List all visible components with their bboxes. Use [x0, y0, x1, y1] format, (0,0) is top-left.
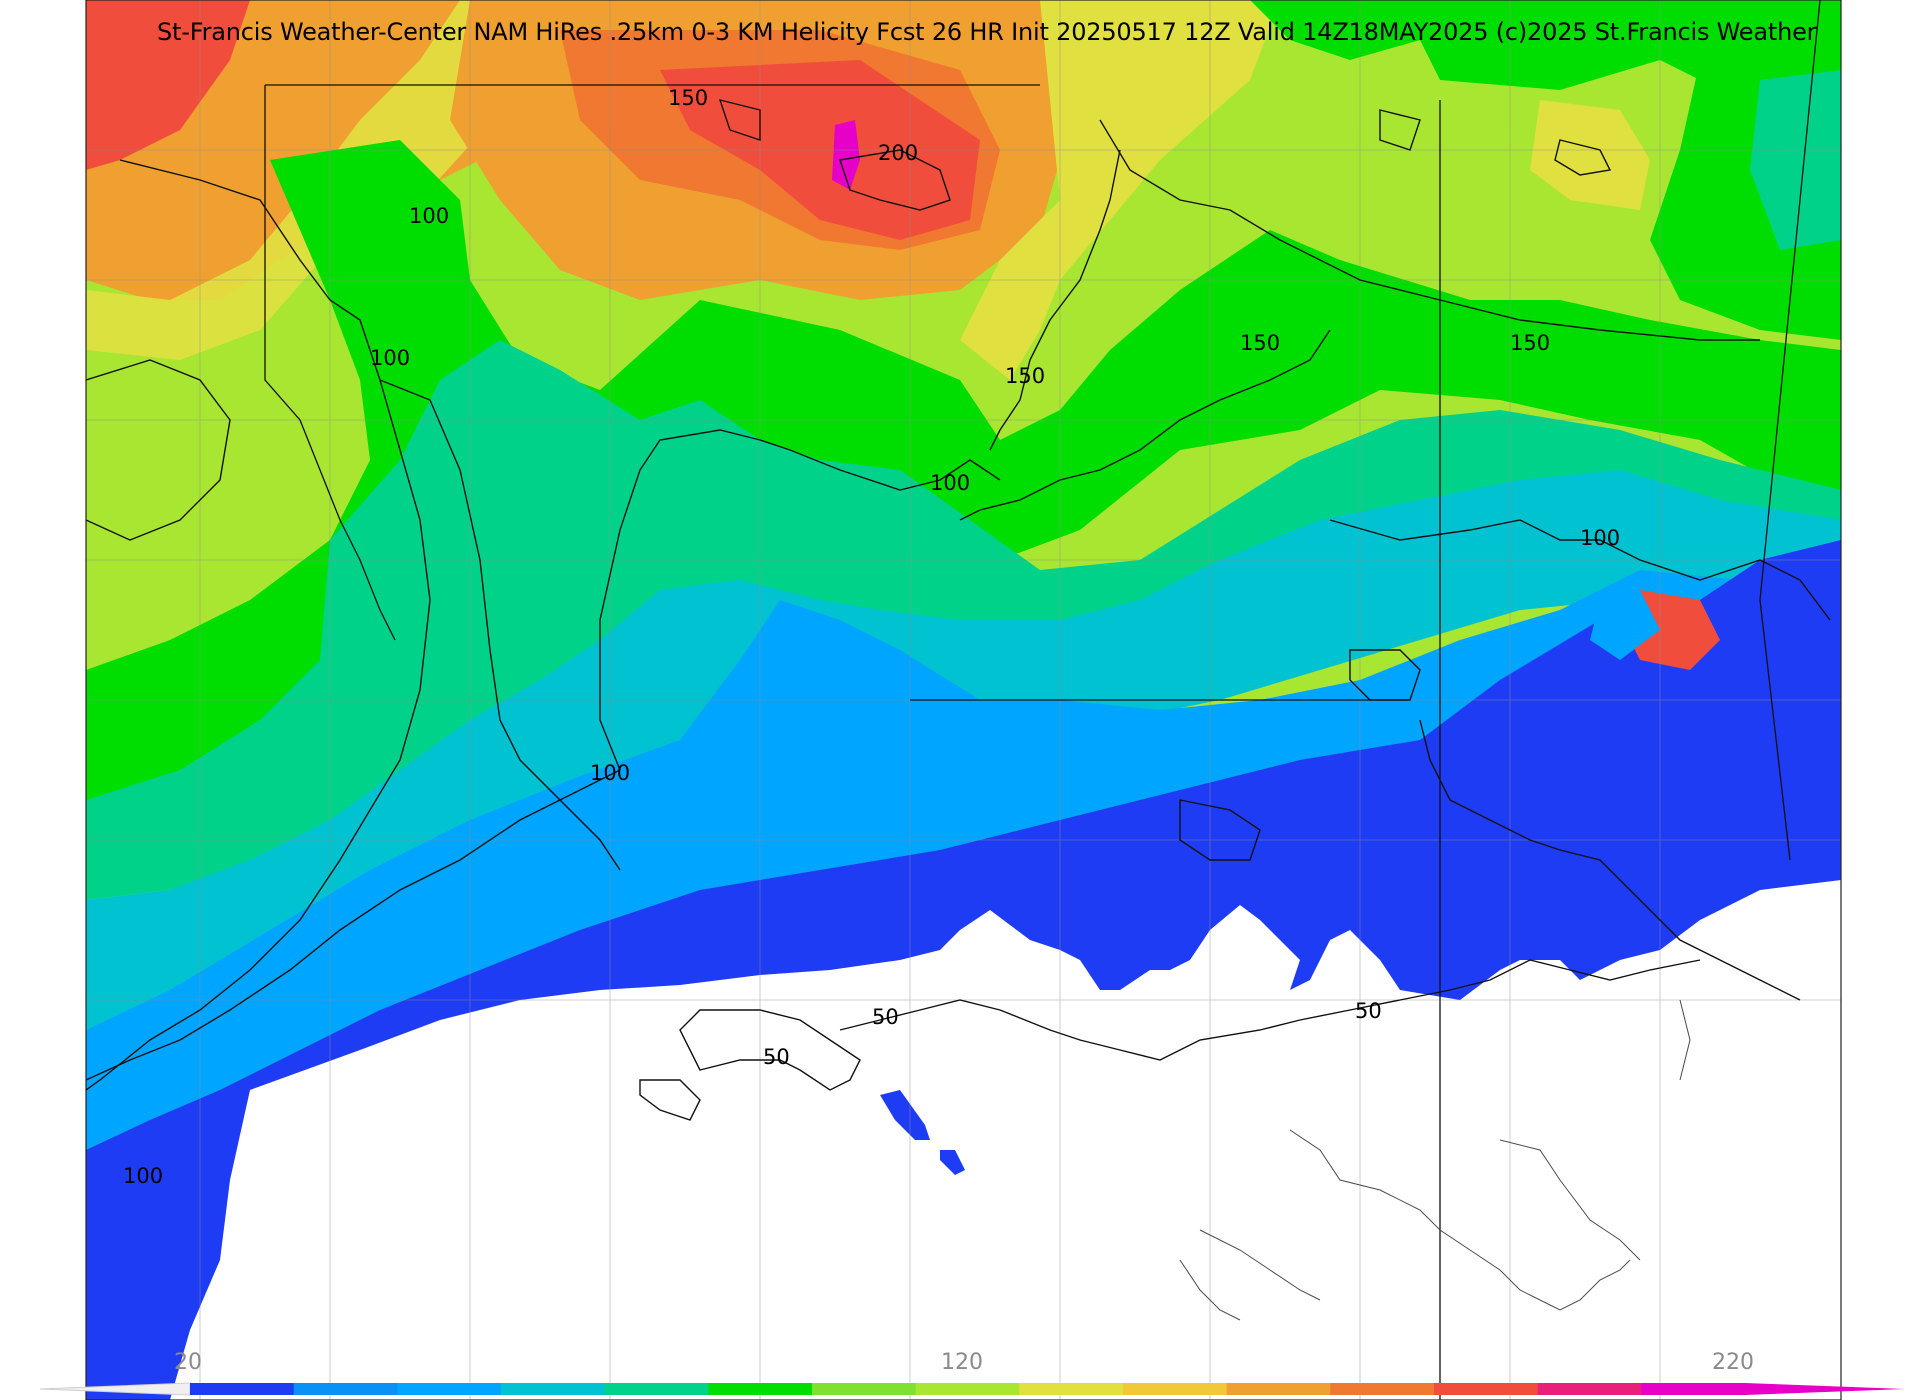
- colorbar-segment: [1537, 1383, 1642, 1395]
- colorbar-segment: [708, 1383, 813, 1395]
- colorbar-segment: [1434, 1383, 1539, 1395]
- contour-label-150-center: 150: [1005, 364, 1045, 388]
- colorbar-segment: [397, 1383, 502, 1395]
- helicity-contours: [86, 99, 1831, 1121]
- map-title: St-Francis Weather-Center NAM HiRes .25k…: [157, 18, 1817, 46]
- contour-label-100-southwest: 100: [123, 1164, 163, 1188]
- state-boundaries: [264, 0, 1821, 1400]
- coastline: [1179, 999, 1691, 1321]
- colorbar-segment: [1641, 1383, 1746, 1395]
- colorbar-segment: [1019, 1383, 1124, 1395]
- colorbar-segment: [604, 1383, 709, 1395]
- contour-label-50-west: 50: [872, 1005, 899, 1029]
- contour-labels: 200 150 100 150 150 150 100 100 100 50 5…: [123, 86, 1620, 1188]
- contour-label-50-southwest: 50: [763, 1045, 790, 1069]
- colorbar-segment: [1123, 1383, 1228, 1395]
- colorbar-tick-min: 20: [174, 1350, 202, 1375]
- contour-label-150-east: 150: [1510, 331, 1550, 355]
- contour-label-150-west: 100: [370, 346, 410, 370]
- contour-label-100-south: 100: [590, 761, 630, 785]
- contour-label-50-east: 50: [1355, 999, 1382, 1023]
- contour-label-100-east: 100: [1580, 526, 1620, 550]
- colorbar-segment: [293, 1383, 398, 1395]
- colorbar-segment: [501, 1383, 606, 1395]
- colorbar-segment: [1226, 1383, 1331, 1395]
- map-border: [85, 0, 1842, 1400]
- colorbar-segment: [190, 1383, 295, 1395]
- contour-label-150-mid-east: 150: [1240, 331, 1280, 355]
- colorbar-tick-mid: 120: [941, 1350, 983, 1375]
- colorbar-segment: [915, 1383, 1020, 1395]
- contour-label-150-north: 150: [668, 86, 708, 110]
- contour-label-100-northwest: 100: [409, 204, 449, 228]
- colorbar-extend-high: [1745, 1383, 1905, 1395]
- colorbar-tick-max: 220: [1712, 1350, 1754, 1375]
- colorbar-segment: [1330, 1383, 1435, 1395]
- colorbar-segment: [812, 1383, 917, 1395]
- colorbar: [39, 1382, 1905, 1396]
- contour-label-100-center: 100: [930, 471, 970, 495]
- contour-label-200: 200: [878, 141, 918, 165]
